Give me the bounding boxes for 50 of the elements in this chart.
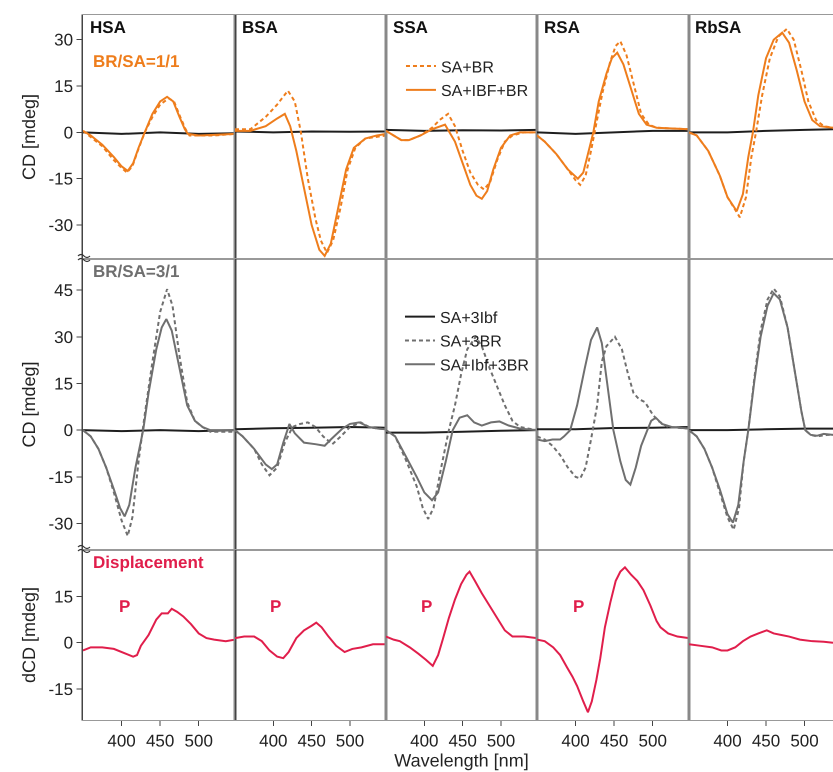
- y-tick-label: 30: [54, 30, 74, 50]
- x-tick-label: 450: [297, 731, 326, 750]
- x-tick-label: 500: [638, 731, 667, 750]
- chart-title: HSA: [90, 18, 126, 37]
- y-tick-label: -15: [48, 680, 74, 700]
- y-tick-label: -30: [48, 514, 74, 534]
- annotation: P: [119, 597, 130, 616]
- y-axis-title: CD [mdeg]: [18, 94, 39, 180]
- annotation: P: [270, 597, 282, 616]
- y-axis-title: CD [mdeg]: [18, 361, 39, 448]
- x-tick-label: 400: [561, 731, 590, 750]
- y-tick-label: 0: [64, 421, 74, 440]
- y-tick-label: 15: [54, 374, 74, 394]
- annotation: Displacement: [93, 553, 204, 572]
- y-tick-label: -30: [48, 216, 74, 235]
- y-axis-title: dCD [mdeg]: [18, 586, 39, 684]
- y-tick-label: 45: [54, 281, 74, 300]
- chart-title: RSA: [544, 18, 580, 37]
- x-tick-label: 500: [790, 731, 819, 750]
- chart-title: SSA: [393, 18, 428, 37]
- y-tick-label: 0: [64, 634, 74, 653]
- x-tick-label: 450: [146, 731, 174, 750]
- annotation: BR/SA=3/1: [93, 262, 180, 281]
- x-tick-label: 500: [486, 731, 516, 750]
- y-tick-label: 30: [54, 328, 74, 347]
- y-tick-label: -15: [48, 170, 74, 189]
- legend-label: SA+3BR: [440, 334, 502, 351]
- legend-label: SA+3Ibf: [440, 310, 498, 327]
- chart-title: RbSA: [695, 18, 742, 37]
- annotation: P: [421, 597, 432, 616]
- legend-label: SA+Ibf+3BR: [440, 357, 529, 374]
- legend-label: SA+BR: [440, 59, 494, 76]
- y-tick-label: 15: [54, 76, 74, 96]
- x-tick-label: 450: [448, 731, 477, 750]
- chart-title: BSA: [242, 18, 278, 37]
- x-tick-label: 450: [600, 731, 628, 750]
- x-axis-title: Wavelength [nm]: [394, 750, 529, 770]
- x-tick-label: 400: [713, 731, 742, 750]
- legend-label: SA+IBF+BR: [440, 83, 528, 100]
- x-tick-label: 400: [107, 731, 136, 750]
- x-tick-label: 450: [752, 731, 780, 750]
- y-tick-label: -15: [48, 468, 74, 487]
- x-tick-label: 400: [259, 731, 288, 750]
- x-tick-label: 500: [336, 731, 364, 750]
- x-tick-label: 400: [410, 731, 439, 750]
- y-tick-label: 0: [64, 123, 74, 142]
- y-tick-label: 15: [54, 587, 74, 606]
- annotation: P: [573, 597, 584, 616]
- annotation: BR/SA=1/1: [93, 52, 180, 71]
- x-tick-label: 500: [184, 731, 213, 750]
